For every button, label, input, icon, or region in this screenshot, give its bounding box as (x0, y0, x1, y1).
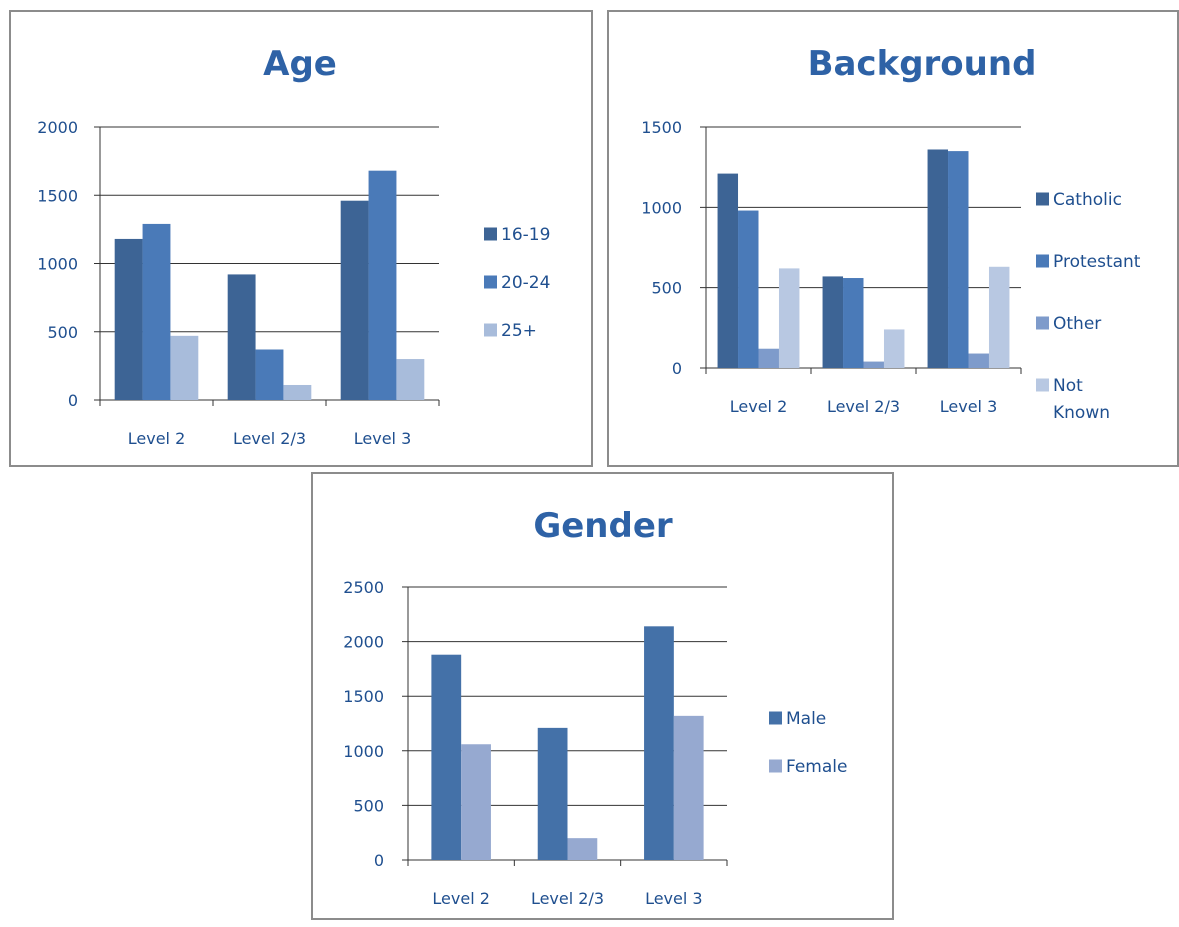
background-bar-protestant-level-2 (738, 210, 759, 368)
gender-bar-female-level-2-3 (567, 838, 598, 860)
gender-legend-label-female: Female (786, 757, 847, 777)
background-x-tick-label-level-2-3: Level 2/3 (827, 397, 900, 416)
gender-y-tick-label-1000: 1000 (343, 742, 384, 761)
gender-x-tick-label-level-2: Level 2 (432, 889, 490, 908)
background-chart-panel: Background 0 500 1000 1500 Level 2 Level 2/3 Le… (607, 10, 1179, 467)
gender-legend-swatch-female (769, 759, 782, 773)
gender-y-tick-label-1500: 1500 (343, 687, 384, 706)
gender-chart-panel: Gender 0 500 1000 1500 2000 2500 Level 2 Level 2… (311, 472, 894, 920)
background-bar-not-known-level-2 (778, 268, 800, 368)
age-chart: Age 0 500 1000 1500 2000 Level 2 Level 2/3 Level… (37, 44, 550, 448)
gender-y-tick-label-2500: 2500 (343, 578, 384, 597)
gender-chart-title: Gender (533, 506, 673, 546)
background-chart: Background 0 500 1000 1500 Level 2 Level 2/3 Le… (641, 44, 1141, 423)
background-chart-title: Background (808, 44, 1037, 84)
age-legend-label-20-24: 20-24 (501, 273, 550, 293)
age-y-tick-label-2000: 2000 (37, 118, 78, 137)
background-y-tick-label-500: 500 (651, 279, 682, 298)
age-y-tick-label-1000: 1000 (37, 255, 78, 274)
gender-bar-female-level-3 (673, 715, 704, 860)
background-bar-other-level-3 (968, 353, 989, 368)
background-legend-label-other: Other (1053, 314, 1101, 334)
gender-bar-male-level-2 (431, 654, 462, 860)
gender-legend-swatch-male (769, 711, 782, 725)
age-bar-20-24-level-3 (368, 170, 397, 400)
background-x-tick-label-level-3: Level 3 (940, 397, 998, 416)
gender-bar-female-level-2 (461, 744, 491, 860)
age-legend-swatch-16-19 (484, 227, 497, 241)
background-bar-not-known-level-3 (988, 266, 1010, 368)
background-legend-swatch-protestant (1036, 254, 1049, 268)
age-bar-25-level-2-3 (283, 384, 312, 400)
gender-bar-male-level-2-3 (537, 727, 568, 860)
background-bar-not-known-level-2-3 (883, 329, 905, 368)
background-y-tick-label-1000: 1000 (641, 198, 682, 217)
background-y-tick-label-0: 0 (672, 359, 682, 378)
age-bar-16-19-level-2-3 (227, 274, 256, 400)
age-chart-panel: Age 0 500 1000 1500 2000 Level 2 Level 2/3 Level… (9, 10, 593, 467)
age-y-tick-label-500: 500 (47, 323, 78, 342)
age-bar-25-level-3 (396, 359, 425, 400)
background-y-tick-label-1500: 1500 (641, 118, 682, 137)
age-chart-title: Age (263, 44, 337, 84)
gender-bar-male-level-3 (644, 626, 674, 860)
background-bar-other-level-2 (758, 348, 779, 368)
age-bar-20-24-level-2-3 (255, 349, 284, 400)
background-bar-catholic-level-2-3 (822, 276, 844, 368)
gender-x-tick-label-level-3: Level 3 (645, 889, 703, 908)
age-bar-16-19-level-2 (114, 238, 143, 400)
age-y-tick-label-1500: 1500 (37, 186, 78, 205)
background-x-tick-label-level-2: Level 2 (730, 397, 788, 416)
age-x-tick-label-level-3: Level 3 (354, 429, 412, 448)
gender-chart: Gender 0 500 1000 1500 2000 2500 Level 2 Level 2… (343, 506, 847, 908)
background-bar-protestant-level-2-3 (843, 278, 864, 368)
age-legend-label-25: 25+ (501, 321, 537, 341)
background-bar-protestant-level-3 (948, 151, 969, 368)
age-legend-swatch-25 (484, 323, 497, 337)
background-legend-label-catholic: Catholic (1053, 190, 1122, 210)
gender-y-tick-label-500: 500 (353, 796, 384, 815)
age-legend-swatch-20-24 (484, 275, 497, 289)
gender-legend-label-male: Male (786, 709, 826, 729)
age-bar-20-24-level-2 (142, 223, 171, 400)
background-bar-catholic-level-2 (717, 173, 739, 368)
age-legend-label-16-19: 16-19 (501, 225, 550, 245)
age-x-tick-label-level-2: Level 2 (128, 429, 186, 448)
age-y-tick-label-0: 0 (68, 391, 78, 410)
background-legend-swatch-catholic (1036, 192, 1049, 206)
background-legend-swatch-other (1036, 316, 1049, 330)
background-bar-other-level-2-3 (863, 361, 884, 368)
background-legend-label-not-known: Not Known (1053, 376, 1110, 423)
gender-y-tick-label-0: 0 (374, 851, 384, 870)
age-bar-16-19-level-3 (340, 200, 369, 400)
background-bar-catholic-level-3 (927, 149, 949, 368)
gender-x-tick-label-level-2-3: Level 2/3 (531, 889, 604, 908)
age-bar-25-level-2 (170, 335, 199, 400)
age-x-tick-label-level-2-3: Level 2/3 (233, 429, 306, 448)
background-legend-swatch-not-known (1036, 378, 1049, 392)
gender-y-tick-label-2000: 2000 (343, 633, 384, 652)
background-legend-label-protestant: Protestant (1053, 252, 1141, 272)
